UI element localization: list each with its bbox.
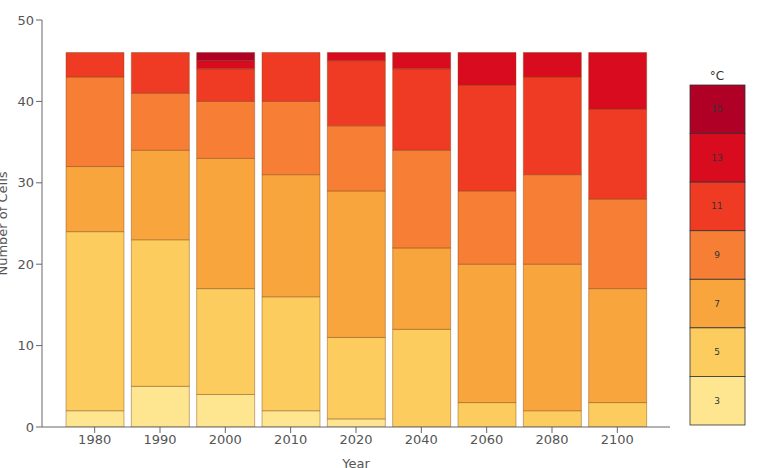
svg-text:7: 7 — [714, 299, 720, 309]
svg-text:2010: 2010 — [274, 432, 307, 447]
svg-text:40: 40 — [17, 94, 34, 109]
svg-text:2000: 2000 — [209, 432, 242, 447]
svg-text:20: 20 — [17, 257, 34, 272]
svg-text:2020: 2020 — [339, 432, 372, 447]
svg-text:Number of Cells: Number of Cells — [8, 171, 10, 275]
svg-text:2040: 2040 — [405, 432, 438, 447]
svg-text:50: 50 — [17, 13, 34, 28]
svg-text:2060: 2060 — [470, 432, 503, 447]
svg-text:1980: 1980 — [78, 432, 111, 447]
svg-text:30: 30 — [17, 175, 34, 190]
svg-text:Year: Year — [341, 456, 370, 468]
svg-text:°C: °C — [710, 69, 724, 83]
svg-text:15: 15 — [711, 104, 722, 114]
svg-text:11: 11 — [711, 201, 722, 211]
svg-text:2080: 2080 — [535, 432, 568, 447]
svg-text:0: 0 — [26, 420, 34, 435]
svg-text:10: 10 — [17, 338, 34, 353]
svg-text:1990: 1990 — [143, 432, 176, 447]
svg-text:9: 9 — [714, 250, 720, 260]
svg-text:13: 13 — [711, 153, 722, 163]
svg-text:5: 5 — [714, 347, 720, 357]
svg-text:3: 3 — [714, 396, 720, 406]
svg-text:2100: 2100 — [601, 432, 634, 447]
